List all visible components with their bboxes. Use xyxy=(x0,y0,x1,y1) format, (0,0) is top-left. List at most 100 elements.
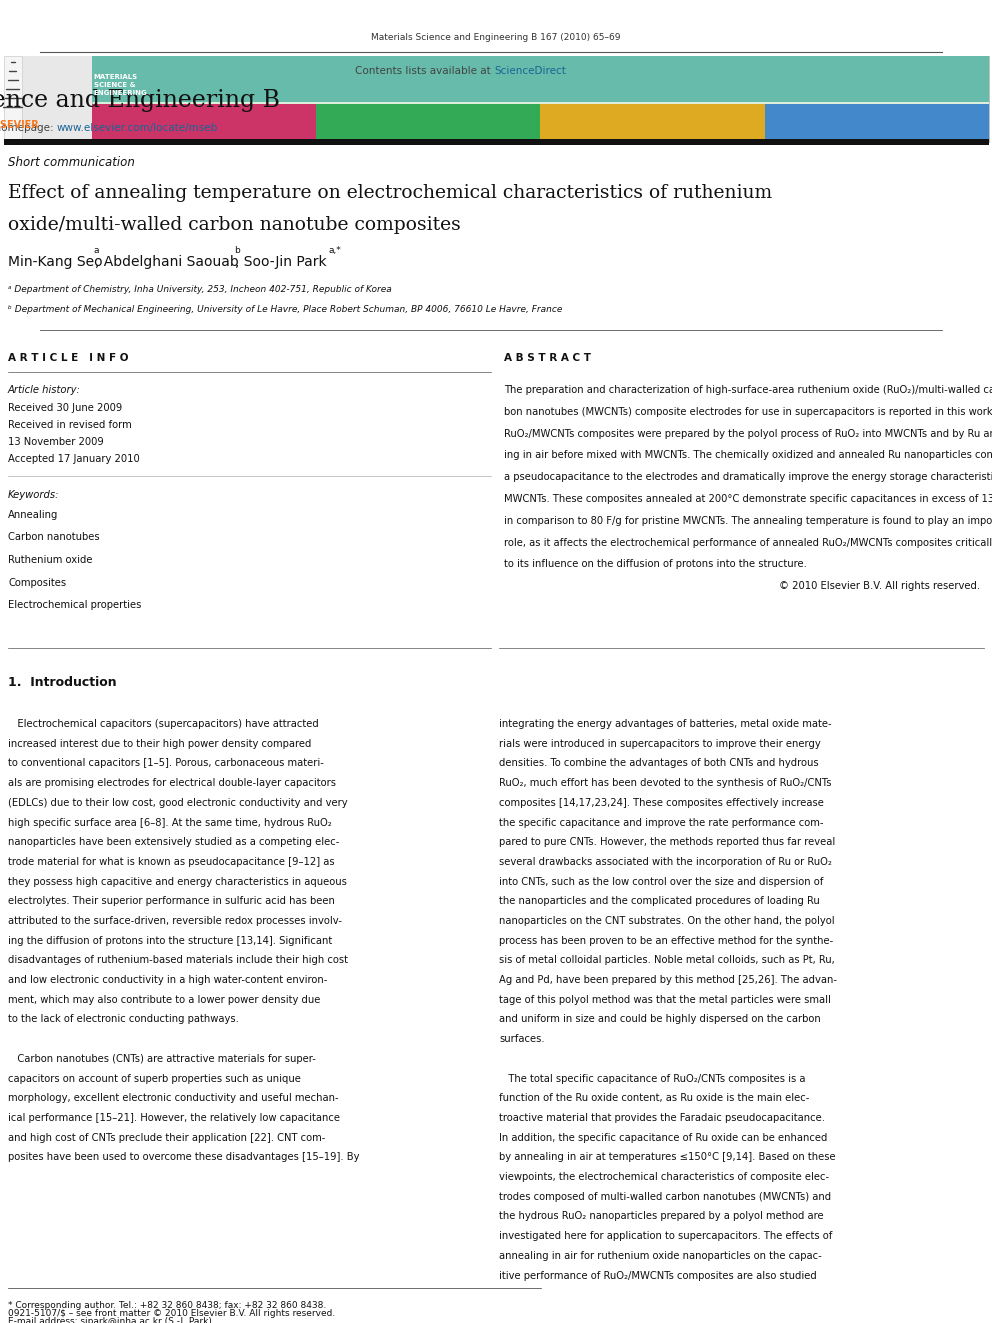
Text: oxide/multi-walled carbon nanotube composites: oxide/multi-walled carbon nanotube compo… xyxy=(8,216,460,234)
FancyBboxPatch shape xyxy=(4,139,989,146)
Text: into CNTs, such as the low control over the size and dispersion of: into CNTs, such as the low control over … xyxy=(499,877,823,886)
Text: A B S T R A C T: A B S T R A C T xyxy=(504,353,591,363)
Text: Materials Science and Engineering B 167 (2010) 65–69: Materials Science and Engineering B 167 … xyxy=(371,33,621,42)
Text: www.elsevier.com/locate/mseb: www.elsevier.com/locate/mseb xyxy=(57,123,218,134)
Text: MWCNTs. These composites annealed at 200°C demonstrate specific capacitances in : MWCNTs. These composites annealed at 200… xyxy=(504,493,992,504)
Text: ELSEVIER: ELSEVIER xyxy=(0,120,39,130)
Text: ing in air before mixed with MWCNTs. The chemically oxidized and annealed Ru nan: ing in air before mixed with MWCNTs. The… xyxy=(504,450,992,460)
Text: als are promising electrodes for electrical double-layer capacitors: als are promising electrodes for electri… xyxy=(8,778,336,789)
Text: rials were introduced in supercapacitors to improve their energy: rials were introduced in supercapacitors… xyxy=(499,738,820,749)
Text: 0921-5107/$ – see front matter © 2010 Elsevier B.V. All rights reserved.: 0921-5107/$ – see front matter © 2010 El… xyxy=(8,1308,335,1318)
Text: surfaces.: surfaces. xyxy=(499,1035,545,1044)
Text: they possess high capacitive and energy characteristics in aqueous: they possess high capacitive and energy … xyxy=(8,877,347,886)
Text: investigated here for application to supercapacitors. The effects of: investigated here for application to sup… xyxy=(499,1232,832,1241)
Text: ment, which may also contribute to a lower power density due: ment, which may also contribute to a low… xyxy=(8,995,320,1004)
Text: RuO₂/MWCNTs composites were prepared by the polyol process of RuO₂ into MWCNTs a: RuO₂/MWCNTs composites were prepared by … xyxy=(504,429,992,439)
Text: 1.  Introduction: 1. Introduction xyxy=(8,676,117,688)
Text: role, as it affects the electrochemical performance of annealed RuO₂/MWCNTs comp: role, as it affects the electrochemical … xyxy=(504,537,992,548)
Text: ical performance [15–21]. However, the relatively low capacitance: ical performance [15–21]. However, the r… xyxy=(8,1113,340,1123)
Text: the specific capacitance and improve the rate performance com-: the specific capacitance and improve the… xyxy=(499,818,823,827)
Text: nanoparticles have been extensively studied as a competing elec-: nanoparticles have been extensively stud… xyxy=(8,837,339,847)
Text: high specific surface area [6–8]. At the same time, hydrous RuO₂: high specific surface area [6–8]. At the… xyxy=(8,818,331,827)
FancyBboxPatch shape xyxy=(541,105,765,142)
Text: journal homepage:: journal homepage: xyxy=(0,123,57,134)
Text: a pseudocapacitance to the electrodes and dramatically improve the energy storag: a pseudocapacitance to the electrodes an… xyxy=(504,472,992,482)
Text: Article history:: Article history: xyxy=(8,385,81,396)
Text: A R T I C L E   I N F O: A R T I C L E I N F O xyxy=(8,353,129,363)
Text: Ruthenium oxide: Ruthenium oxide xyxy=(8,556,92,565)
Text: densities. To combine the advantages of both CNTs and hydrous: densities. To combine the advantages of … xyxy=(499,758,818,769)
Text: bon nanotubes (MWCNTs) composite electrodes for use in supercapacitors is report: bon nanotubes (MWCNTs) composite electro… xyxy=(504,406,992,417)
Text: Effect of annealing temperature on electrochemical characteristics of ruthenium: Effect of annealing temperature on elect… xyxy=(8,184,772,202)
Text: b: b xyxy=(234,246,240,255)
Text: MATERIALS
SCIENCE &
ENGINEERING: MATERIALS SCIENCE & ENGINEERING xyxy=(93,74,148,97)
Text: itive performance of RuO₂/MWCNTs composites are also studied: itive performance of RuO₂/MWCNTs composi… xyxy=(499,1270,816,1281)
Text: ᵇ Department of Mechanical Engineering, University of Le Havre, Place Robert Sch: ᵇ Department of Mechanical Engineering, … xyxy=(8,306,562,315)
Text: attributed to the surface-driven, reversible redox processes involv-: attributed to the surface-driven, revers… xyxy=(8,916,342,926)
Text: nanoparticles on the CNT substrates. On the other hand, the polyol: nanoparticles on the CNT substrates. On … xyxy=(499,916,834,926)
Text: In addition, the specific capacitance of Ru oxide can be enhanced: In addition, the specific capacitance of… xyxy=(499,1132,827,1143)
Text: function of the Ru oxide content, as Ru oxide is the main elec-: function of the Ru oxide content, as Ru … xyxy=(499,1093,809,1103)
Text: Electrochemical capacitors (supercapacitors) have attracted: Electrochemical capacitors (supercapacit… xyxy=(8,718,318,729)
Text: Short communication: Short communication xyxy=(8,156,135,169)
Text: ing the diffusion of protons into the structure [13,14]. Significant: ing the diffusion of protons into the st… xyxy=(8,935,332,946)
Text: The total specific capacitance of RuO₂/CNTs composites is a: The total specific capacitance of RuO₂/C… xyxy=(499,1073,806,1084)
Text: E-mail address: sjpark@inha.ac.kr (S.-J. Park).: E-mail address: sjpark@inha.ac.kr (S.-J.… xyxy=(8,1318,214,1323)
FancyBboxPatch shape xyxy=(4,56,22,142)
Text: Received 30 June 2009: Received 30 June 2009 xyxy=(8,404,122,413)
Text: (EDLCs) due to their low cost, good electronic conductivity and very: (EDLCs) due to their low cost, good elec… xyxy=(8,798,347,808)
Text: Annealing: Annealing xyxy=(8,509,59,520)
Text: increased interest due to their high power density compared: increased interest due to their high pow… xyxy=(8,738,311,749)
Text: 13 November 2009: 13 November 2009 xyxy=(8,437,104,447)
Text: a: a xyxy=(93,246,99,255)
Text: in comparison to 80 F/g for pristine MWCNTs. The annealing temperature is found : in comparison to 80 F/g for pristine MWC… xyxy=(504,516,992,525)
Text: Electrochemical properties: Electrochemical properties xyxy=(8,601,142,610)
Text: ScienceDirect: ScienceDirect xyxy=(494,66,565,75)
Text: a,*: a,* xyxy=(328,246,341,255)
Text: trode material for what is known as pseudocapacitance [9–12] as: trode material for what is known as pseu… xyxy=(8,857,334,867)
Text: Materials Science and Engineering B: Materials Science and Engineering B xyxy=(0,90,281,112)
Text: © 2010 Elsevier B.V. All rights reserved.: © 2010 Elsevier B.V. All rights reserved… xyxy=(779,581,980,591)
Text: , Soo-Jin Park: , Soo-Jin Park xyxy=(235,255,326,269)
Text: , Abdelghani Saouab: , Abdelghani Saouab xyxy=(95,255,239,269)
Text: Accepted 17 January 2010: Accepted 17 January 2010 xyxy=(8,454,140,464)
Text: and low electronic conductivity in a high water-content environ-: and low electronic conductivity in a hig… xyxy=(8,975,327,986)
Text: and uniform in size and could be highly dispersed on the carbon: and uniform in size and could be highly … xyxy=(499,1015,820,1024)
FancyBboxPatch shape xyxy=(316,105,541,142)
Text: capacitors on account of superb properties such as unique: capacitors on account of superb properti… xyxy=(8,1073,301,1084)
Text: The preparation and characterization of high-surface-area ruthenium oxide (RuO₂): The preparation and characterization of … xyxy=(504,385,992,396)
Text: Received in revised form: Received in revised form xyxy=(8,419,132,430)
Text: RuO₂, much effort has been devoted to the synthesis of RuO₂/CNTs: RuO₂, much effort has been devoted to th… xyxy=(499,778,831,789)
Text: composites [14,17,23,24]. These composites effectively increase: composites [14,17,23,24]. These composit… xyxy=(499,798,824,808)
FancyBboxPatch shape xyxy=(91,56,989,142)
Text: disadvantages of ruthenium-based materials include their high cost: disadvantages of ruthenium-based materia… xyxy=(8,955,348,966)
Text: to its influence on the diffusion of protons into the structure.: to its influence on the diffusion of pro… xyxy=(504,560,806,569)
FancyBboxPatch shape xyxy=(22,56,91,142)
Text: Keywords:: Keywords: xyxy=(8,490,60,500)
Text: Carbon nanotubes (CNTs) are attractive materials for super-: Carbon nanotubes (CNTs) are attractive m… xyxy=(8,1054,315,1064)
Text: Carbon nanotubes: Carbon nanotubes xyxy=(8,532,99,542)
Text: troactive material that provides the Faradaic pseudocapacitance.: troactive material that provides the Far… xyxy=(499,1113,825,1123)
Text: the hydrous RuO₂ nanoparticles prepared by a polyol method are: the hydrous RuO₂ nanoparticles prepared … xyxy=(499,1212,823,1221)
Text: several drawbacks associated with the incorporation of Ru or RuO₂: several drawbacks associated with the in… xyxy=(499,857,832,867)
Text: pared to pure CNTs. However, the methods reported thus far reveal: pared to pure CNTs. However, the methods… xyxy=(499,837,835,847)
FancyBboxPatch shape xyxy=(91,105,316,142)
Text: * Corresponding author. Tel.: +82 32 860 8438; fax: +82 32 860 8438.: * Corresponding author. Tel.: +82 32 860… xyxy=(8,1301,326,1310)
Text: annealing in air for ruthenium oxide nanoparticles on the capac-: annealing in air for ruthenium oxide nan… xyxy=(499,1252,821,1261)
Text: the nanoparticles and the complicated procedures of loading Ru: the nanoparticles and the complicated pr… xyxy=(499,896,819,906)
Text: trodes composed of multi-walled carbon nanotubes (MWCNTs) and: trodes composed of multi-walled carbon n… xyxy=(499,1192,831,1201)
Text: electrolytes. Their superior performance in sulfuric acid has been: electrolytes. Their superior performance… xyxy=(8,896,335,906)
Text: to conventional capacitors [1–5]. Porous, carbonaceous materi-: to conventional capacitors [1–5]. Porous… xyxy=(8,758,323,769)
Text: process has been proven to be an effective method for the synthe-: process has been proven to be an effecti… xyxy=(499,935,833,946)
Text: posites have been used to overcome these disadvantages [15–19]. By: posites have been used to overcome these… xyxy=(8,1152,359,1163)
Text: Min-Kang Seo: Min-Kang Seo xyxy=(8,255,102,269)
Text: sis of metal colloidal particles. Noble metal colloids, such as Pt, Ru,: sis of metal colloidal particles. Noble … xyxy=(499,955,834,966)
FancyBboxPatch shape xyxy=(765,105,989,142)
Text: Ag and Pd, have been prepared by this method [25,26]. The advan-: Ag and Pd, have been prepared by this me… xyxy=(499,975,837,986)
Text: and high cost of CNTs preclude their application [22]. CNT com-: and high cost of CNTs preclude their app… xyxy=(8,1132,325,1143)
Text: morphology, excellent electronic conductivity and useful mechan-: morphology, excellent electronic conduct… xyxy=(8,1093,338,1103)
Text: tage of this polyol method was that the metal particles were small: tage of this polyol method was that the … xyxy=(499,995,831,1004)
Text: to the lack of electronic conducting pathways.: to the lack of electronic conducting pat… xyxy=(8,1015,239,1024)
Text: Composites: Composites xyxy=(8,578,66,587)
Text: by annealing in air at temperatures ≤150°C [9,14]. Based on these: by annealing in air at temperatures ≤150… xyxy=(499,1152,835,1163)
